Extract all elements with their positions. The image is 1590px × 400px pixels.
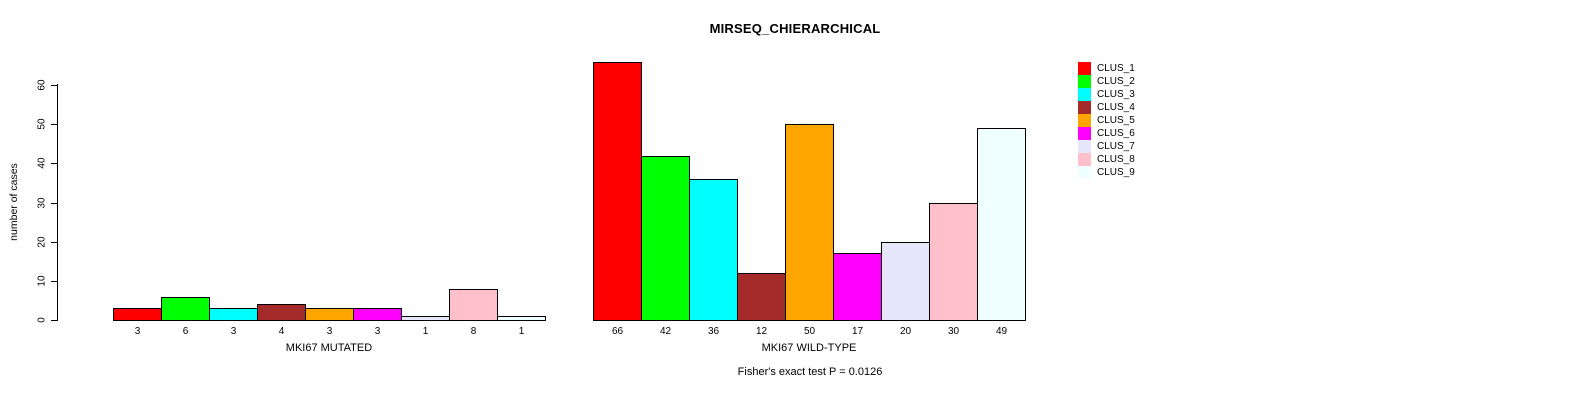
y-axis-tick (51, 280, 57, 282)
y-axis-tick-label: 50 (36, 118, 48, 130)
y-axis-tick-label: 20 (36, 236, 48, 248)
y-axis-label: number of cases (8, 163, 20, 241)
bar-value-label: 3 (374, 326, 381, 337)
legend-label: CLUS_2 (1097, 76, 1135, 87)
bar (353, 308, 402, 321)
y-axis-tick (51, 320, 57, 321)
bar (497, 316, 546, 321)
legend-swatch (1078, 114, 1091, 127)
fisher-test-annotation: Fisher's exact test P = 0.0126 (737, 366, 883, 378)
bar-value-label: 3 (134, 326, 141, 337)
bar (833, 253, 882, 321)
bar (977, 128, 1026, 321)
chart-title: MIRSEQ_CHIERARCHICAL (709, 21, 881, 36)
bar (305, 308, 354, 321)
legend-swatch (1078, 153, 1091, 166)
legend-label: CLUS_9 (1097, 167, 1135, 178)
bar (929, 202, 978, 321)
bar-value-label: 66 (611, 326, 624, 337)
y-axis-tick-label: 0 (36, 317, 48, 323)
bar (785, 124, 834, 321)
legend-swatch (1078, 62, 1091, 75)
bar-value-label: 12 (755, 326, 768, 337)
y-axis-tick-label: 10 (36, 275, 48, 287)
y-axis-tick (51, 241, 57, 243)
legend-label: CLUS_3 (1097, 89, 1135, 100)
bar-value-label: 6 (182, 326, 189, 337)
legend-swatch (1078, 75, 1091, 88)
legend-label: CLUS_5 (1097, 115, 1135, 126)
bar-value-label: 42 (659, 326, 672, 337)
bar-value-label: 50 (803, 326, 816, 337)
legend-swatch (1078, 127, 1091, 140)
legend-swatch (1078, 101, 1091, 114)
legend-label: CLUS_1 (1097, 63, 1135, 74)
bar (401, 316, 450, 321)
bar-value-label: 20 (899, 326, 912, 337)
y-axis-tick (51, 202, 57, 204)
y-axis-tick (51, 124, 57, 126)
bar-value-label: 1 (518, 326, 525, 337)
x-axis-group-label: MKI67 MUTATED (285, 342, 373, 354)
y-axis (57, 84, 58, 321)
bar-value-label: 8 (470, 326, 477, 337)
bar (209, 308, 258, 321)
y-axis-tick (51, 163, 57, 165)
legend-swatch (1078, 166, 1091, 179)
bar (593, 61, 642, 321)
bar-value-label: 49 (995, 326, 1008, 337)
bar (257, 304, 306, 321)
bar (641, 155, 690, 321)
legend-swatch (1078, 140, 1091, 153)
bar (449, 288, 498, 321)
y-axis-tick-label: 40 (36, 157, 48, 169)
bar-value-label: 17 (851, 326, 864, 337)
y-axis-tick-label: 30 (36, 196, 48, 209)
legend-label: CLUS_6 (1097, 128, 1135, 139)
bar-value-label: 4 (278, 326, 285, 337)
bar-value-label: 30 (947, 326, 960, 337)
legend-label: CLUS_7 (1097, 141, 1135, 152)
bar-value-label: 3 (326, 326, 333, 337)
legend-label: CLUS_8 (1097, 154, 1135, 165)
bar (161, 296, 210, 321)
x-axis-group-label: MKI67 WILD-TYPE (761, 342, 857, 354)
bar (737, 273, 786, 321)
bar-value-label: 3 (230, 326, 237, 337)
bar-value-label: 36 (707, 326, 720, 337)
y-axis-tick (51, 85, 57, 86)
legend-swatch (1078, 88, 1091, 101)
y-axis-tick-label: 60 (36, 79, 48, 91)
legend-label: CLUS_4 (1097, 102, 1135, 113)
bar-value-label: 1 (422, 326, 429, 337)
bar (881, 241, 930, 321)
bar (689, 179, 738, 321)
bar (113, 308, 162, 321)
